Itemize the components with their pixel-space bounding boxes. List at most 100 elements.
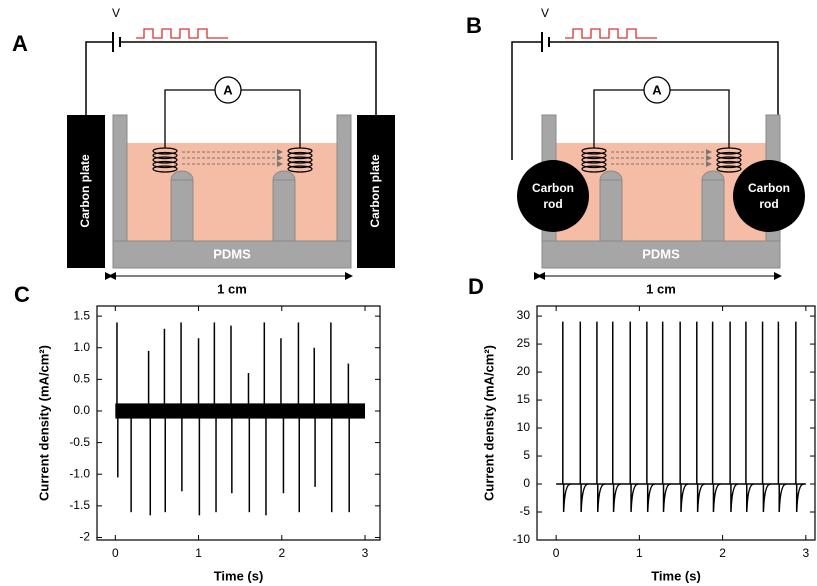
plot-frame [536, 305, 816, 541]
y-tick-label: 5 [523, 448, 530, 462]
pillar [701, 179, 725, 242]
carbon-rod-label: rod [543, 197, 562, 211]
coil-turn [152, 165, 178, 173]
carbon-rod [733, 160, 805, 232]
y-axis-label: Current density (mA/cm²) [36, 345, 51, 501]
y-tick-label: -1.5 [69, 498, 90, 512]
spike [662, 483, 671, 513]
coil-turn [716, 156, 742, 164]
y-tick-label: 25 [517, 336, 531, 350]
spike [680, 483, 689, 513]
spike [762, 483, 771, 513]
coil-turn [152, 160, 178, 169]
coil-turn [716, 160, 742, 169]
spike [612, 483, 621, 513]
y-tick-label: 30 [517, 308, 531, 322]
liquid [127, 143, 337, 241]
coil-turn [287, 165, 313, 173]
coil-turn [581, 151, 607, 160]
x-tick-label: 1 [195, 546, 202, 560]
coil-turn [287, 156, 313, 164]
y-axis-label: Current density (mA/cm²) [481, 345, 496, 501]
coil-turn [287, 151, 313, 160]
pillar-dome [170, 170, 194, 181]
x-tick-label: 1 [636, 546, 643, 560]
y-tick-label: 1.5 [73, 308, 90, 322]
carbon-plate-label: Carbon plate [78, 154, 92, 228]
container-wall [336, 114, 352, 242]
y-tick-label: 15 [517, 392, 531, 406]
spike [696, 483, 705, 513]
substrate-label: PDMS [213, 246, 251, 261]
panel-label: C [14, 282, 30, 307]
container-base [541, 240, 781, 269]
pillar-dome [701, 170, 725, 181]
x-axis-label: Time (s) [214, 568, 264, 583]
scale-label: 1 cm [646, 281, 676, 296]
coil-turn [716, 165, 742, 173]
carbon-plate-label: Carbon plate [368, 154, 382, 228]
pillar [170, 179, 194, 242]
spike [795, 483, 804, 513]
pillar [599, 179, 623, 242]
pillar [272, 179, 296, 242]
carbon-plate [67, 115, 105, 268]
panel-label: A [12, 31, 28, 56]
ammeter-wire [593, 89, 730, 148]
spike [730, 483, 739, 513]
x-tick-label: 2 [719, 546, 726, 560]
container-wall [112, 114, 128, 242]
spike [597, 483, 605, 513]
x-tick-label: 3 [362, 546, 369, 560]
y-tick-label: 1.0 [73, 340, 90, 354]
y-tick-label: 20 [517, 364, 531, 378]
spike [778, 483, 787, 513]
ammeter-label: A [223, 82, 233, 97]
spike [646, 483, 655, 513]
plot-frame [96, 305, 381, 541]
spike [580, 483, 589, 513]
x-tick-label: 3 [803, 546, 810, 560]
panel-label: D [468, 274, 484, 299]
coil-turn [581, 156, 607, 164]
spike [712, 483, 721, 513]
voltage-label: V [541, 6, 549, 20]
coil-turn [152, 156, 178, 164]
x-axis-label: Time (s) [651, 568, 701, 583]
noise-band [115, 403, 366, 419]
y-tick-label: -5 [519, 504, 530, 518]
ammeter [643, 76, 671, 104]
container-base [112, 240, 352, 269]
substrate-label: PDMS [642, 246, 680, 261]
carbon-rod-label: Carbon [532, 181, 574, 195]
pulse-waveform [565, 28, 657, 39]
y-tick-label: -1.0 [69, 466, 90, 480]
y-tick-label: -2 [79, 530, 90, 544]
pillar-dome [272, 170, 296, 181]
coil-turn [581, 160, 607, 169]
scale-label: 1 cm [217, 281, 247, 296]
x-tick-label: 0 [112, 546, 119, 560]
ammeter-wire [164, 89, 301, 148]
carbon-rod-label: rod [759, 197, 778, 211]
carbon-rod [517, 160, 589, 232]
spike [630, 483, 639, 513]
pillar-dome [599, 170, 623, 181]
pulse-waveform [136, 28, 228, 39]
spike [745, 483, 754, 513]
ammeter [214, 76, 242, 104]
coil-turn [287, 160, 313, 169]
y-tick-label: 0.0 [73, 403, 90, 417]
x-tick-label: 2 [278, 546, 285, 560]
y-tick-label: 0 [523, 476, 530, 490]
coil-turn [581, 165, 607, 173]
ammeter-label: A [652, 82, 662, 97]
voltage-label: V [112, 6, 120, 20]
liquid [556, 143, 766, 241]
coil-turn [152, 151, 178, 160]
wire [85, 41, 377, 115]
panel-label: B [466, 13, 482, 38]
y-tick-label: 0.5 [73, 372, 90, 386]
y-tick-label: 10 [517, 420, 531, 434]
